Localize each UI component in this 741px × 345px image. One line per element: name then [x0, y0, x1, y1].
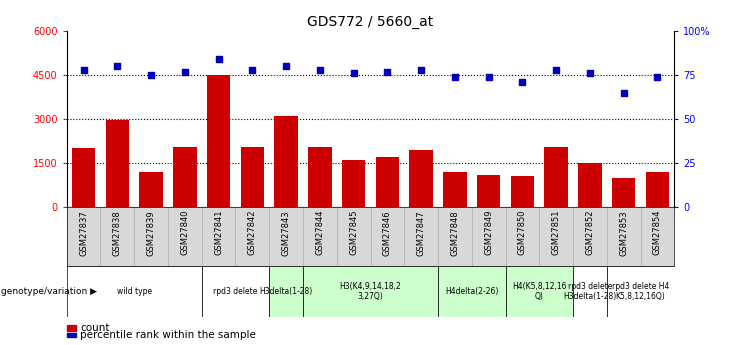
Point — [551, 67, 562, 72]
Bar — [72, 148, 96, 207]
Text: GSM27844: GSM27844 — [316, 210, 325, 255]
Bar — [607, 266, 674, 317]
Text: GSM27851: GSM27851 — [551, 210, 561, 255]
Point — [111, 63, 123, 69]
Point — [213, 57, 225, 62]
Title: GDS772 / 5660_at: GDS772 / 5660_at — [308, 14, 433, 29]
Text: GSM27850: GSM27850 — [518, 210, 527, 255]
Text: genotype/variation ▶: genotype/variation ▶ — [1, 287, 98, 296]
Bar — [105, 120, 129, 207]
Bar — [545, 147, 568, 207]
Point — [482, 74, 494, 80]
Text: H3delta(1-28): H3delta(1-28) — [259, 287, 313, 296]
Text: GSM27848: GSM27848 — [451, 210, 459, 256]
Point — [415, 67, 427, 72]
Point — [348, 70, 359, 76]
Bar — [303, 266, 438, 317]
Text: H4(K5,8,12,16
Q): H4(K5,8,12,16 Q) — [512, 282, 567, 301]
Bar — [308, 147, 332, 207]
Text: GSM27838: GSM27838 — [113, 210, 122, 256]
Bar — [645, 172, 669, 207]
Bar — [573, 266, 607, 317]
Text: rpd3 delete: rpd3 delete — [213, 287, 258, 296]
Bar — [443, 172, 467, 207]
Text: GSM27837: GSM27837 — [79, 210, 88, 256]
Text: GSM27846: GSM27846 — [383, 210, 392, 256]
Bar — [511, 176, 534, 207]
Bar — [139, 172, 163, 207]
Bar — [477, 175, 500, 207]
Text: GSM27840: GSM27840 — [180, 210, 190, 255]
Bar — [342, 160, 365, 207]
Bar — [505, 266, 573, 317]
Point — [516, 79, 528, 85]
Text: H4delta(2-26): H4delta(2-26) — [445, 287, 499, 296]
Text: GSM27847: GSM27847 — [416, 210, 425, 256]
Bar — [67, 266, 202, 317]
Text: GSM27839: GSM27839 — [147, 210, 156, 256]
Point — [78, 67, 90, 72]
Point — [280, 63, 292, 69]
Text: GSM27853: GSM27853 — [619, 210, 628, 256]
Text: count: count — [80, 323, 110, 333]
Point — [584, 70, 596, 76]
Bar — [376, 157, 399, 207]
Text: GSM27845: GSM27845 — [349, 210, 358, 255]
Text: GSM27854: GSM27854 — [653, 210, 662, 255]
Text: rpd3 delete
H3delta(1-28): rpd3 delete H3delta(1-28) — [563, 282, 617, 301]
Bar — [241, 147, 265, 207]
Text: rpd3 delete H4
K5,8,12,16Q): rpd3 delete H4 K5,8,12,16Q) — [612, 282, 669, 301]
Text: H3(K4,9,14,18,2
3,27Q): H3(K4,9,14,18,2 3,27Q) — [339, 282, 402, 301]
Text: GSM27843: GSM27843 — [282, 210, 290, 256]
Point — [314, 67, 326, 72]
Text: GSM27852: GSM27852 — [585, 210, 594, 255]
Bar — [612, 178, 636, 207]
Point — [618, 90, 630, 95]
Bar — [578, 163, 602, 207]
Point — [145, 72, 157, 78]
Point — [247, 67, 259, 72]
Bar — [173, 147, 196, 207]
Point — [382, 69, 393, 74]
Bar — [409, 150, 433, 207]
Bar — [207, 75, 230, 207]
Text: GSM27841: GSM27841 — [214, 210, 223, 255]
Point — [179, 69, 190, 74]
Point — [449, 74, 461, 80]
Text: GSM27842: GSM27842 — [247, 210, 257, 255]
Bar — [202, 266, 269, 317]
Text: wild type: wild type — [116, 287, 152, 296]
Text: GSM27849: GSM27849 — [484, 210, 494, 255]
Point — [651, 74, 663, 80]
Text: percentile rank within the sample: percentile rank within the sample — [80, 331, 256, 340]
Bar — [274, 116, 298, 207]
Bar — [269, 266, 303, 317]
Bar — [438, 266, 505, 317]
